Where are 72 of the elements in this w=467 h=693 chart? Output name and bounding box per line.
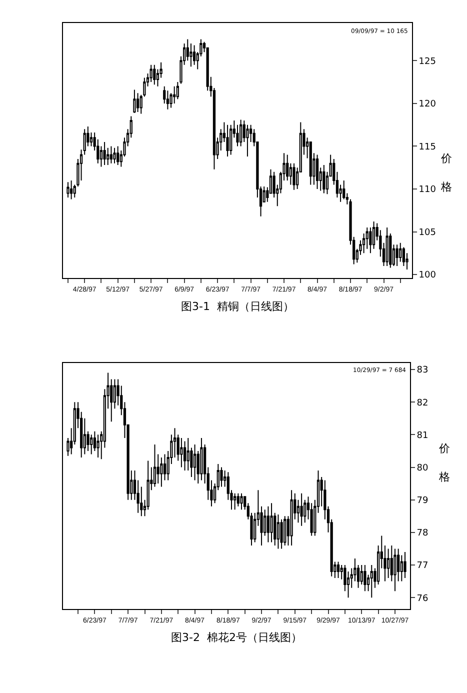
candlestick <box>240 492 243 510</box>
candlestick <box>173 86 176 104</box>
candlestick <box>286 154 289 181</box>
candlestick <box>226 124 229 157</box>
candlestick <box>292 162 296 190</box>
candlestick <box>66 182 70 198</box>
text: 图3-2 棉花2号（日线图） <box>171 631 302 644</box>
y-tick-label: 81 <box>416 430 428 441</box>
candlestick <box>70 180 73 200</box>
candlestick <box>404 551 406 579</box>
y-tick-label: 77 <box>416 561 428 572</box>
candlestick <box>246 124 249 157</box>
candlestick <box>280 518 283 550</box>
y-tick-label: 105 <box>418 228 436 238</box>
candlestick <box>370 564 373 598</box>
candlestick <box>153 444 156 488</box>
candlestick <box>166 90 170 110</box>
candlestick <box>284 516 286 546</box>
candlestick <box>270 502 273 543</box>
y-tick-label: 80 <box>416 463 429 474</box>
candlestick <box>192 44 196 66</box>
candlestick <box>366 227 368 250</box>
y-tick-label: 100 <box>418 270 436 281</box>
candlestick <box>160 456 163 488</box>
y-tick-label: 110 <box>418 185 436 196</box>
candlestick <box>150 64 152 83</box>
candlestick <box>230 124 232 156</box>
candlestick <box>394 548 396 592</box>
y-tick-label: 82 <box>416 398 428 408</box>
candlestick <box>266 506 270 543</box>
candlestick <box>322 164 326 194</box>
candlestick <box>110 146 113 164</box>
candlestick <box>316 154 319 190</box>
candlestick <box>96 434 100 458</box>
candlestick <box>183 440 186 472</box>
text: 图3-1 精铜（日线图） <box>181 300 294 313</box>
y-tick-label: 83 <box>416 366 428 376</box>
candlestick <box>90 434 93 455</box>
candlestick <box>396 244 398 267</box>
candlestick <box>309 141 312 186</box>
candlestick <box>290 490 293 546</box>
candlestick <box>300 492 303 526</box>
candlestick <box>180 437 183 468</box>
candlestick <box>103 141 106 166</box>
candlestick <box>364 564 366 592</box>
candlestick <box>387 548 390 579</box>
text: 价格 <box>439 442 450 484</box>
y-tick-label: 76 <box>416 594 429 604</box>
candlestick <box>336 561 340 579</box>
candlestick <box>193 444 196 481</box>
y-tick-label: 79 <box>416 496 429 506</box>
y-tick-label: 125 <box>418 56 436 67</box>
candlestick <box>372 221 376 250</box>
candlestick <box>276 514 280 550</box>
candlestick <box>399 242 402 262</box>
y-tick-label: 78 <box>416 528 429 539</box>
candlestick <box>133 89 136 114</box>
candlestick <box>116 146 120 166</box>
y-tick-label: 120 <box>418 100 436 110</box>
candlestick <box>200 437 203 481</box>
candlestick <box>240 119 242 147</box>
candlestick <box>236 492 240 507</box>
y-tick-label: 115 <box>418 142 436 152</box>
candlestick <box>234 492 236 510</box>
candlestick <box>402 246 405 267</box>
candlestick <box>113 147 116 164</box>
candlestick <box>190 43 192 68</box>
text: 价格 <box>441 152 452 194</box>
candlestick <box>386 227 388 267</box>
candlestick <box>220 466 223 488</box>
candlestick <box>136 92 140 112</box>
candlestick <box>153 64 156 86</box>
